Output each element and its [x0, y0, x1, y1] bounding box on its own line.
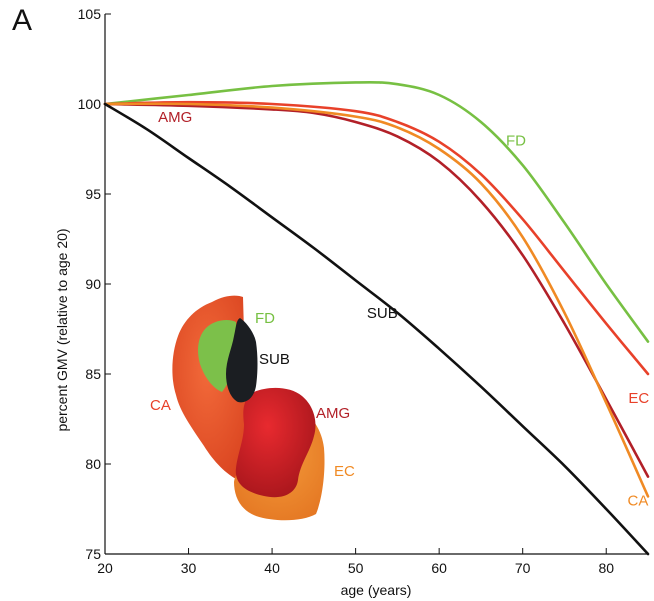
- inset-label-ec: EC: [334, 463, 355, 480]
- y-tick-label: 95: [85, 186, 101, 202]
- series-line-ec: [103, 100, 650, 376]
- inset-label-fd: FD: [255, 310, 275, 327]
- series-label-fd: FD: [506, 132, 526, 149]
- x-tick-label: 80: [598, 560, 614, 576]
- inset-sub-region: [226, 318, 258, 403]
- series-line-sub: [103, 102, 650, 556]
- x-axis-label: age (years): [341, 582, 412, 598]
- panel-label: A: [12, 4, 33, 37]
- y-tick-label: 75: [85, 546, 101, 562]
- series-line-amg: [103, 102, 650, 478]
- series-label-ca: CA: [628, 492, 649, 509]
- x-tick-label: 30: [181, 560, 197, 576]
- y-tick-label: 80: [85, 456, 101, 472]
- inset-amg-region: [235, 387, 316, 498]
- y-axis-label: percent GMV (relative to age 20): [54, 228, 70, 431]
- x-tick-label: 20: [97, 560, 113, 576]
- series-line-ca: [103, 102, 650, 498]
- x-tick-label: 40: [264, 560, 280, 576]
- x-tick-label: 50: [348, 560, 364, 576]
- axes: 75 80 85 90 95 100 105 20 30 40 50 60 70 80: [78, 6, 648, 576]
- y-tick-label: 90: [85, 276, 101, 292]
- series-label-ec: EC: [628, 390, 649, 407]
- x-tick-label: 60: [431, 560, 447, 576]
- inset-label-ca: CA: [150, 397, 171, 414]
- series-label-sub: SUB: [367, 305, 398, 322]
- inset-label-sub: SUB: [259, 351, 290, 368]
- annotation-layer: AMG FD SUB EC CA: [158, 109, 649, 509]
- y-tick-label: 105: [78, 6, 102, 22]
- hippocampus-3d-inset: FD SUB CA AMG EC: [150, 295, 355, 521]
- series-line-fd: [103, 80, 650, 343]
- inset-label-amg: AMG: [316, 405, 350, 422]
- y-tick-label: 85: [85, 366, 101, 382]
- y-tick-label: 100: [78, 96, 102, 112]
- series-label-amg: AMG: [158, 109, 192, 126]
- x-tick-label: 70: [515, 560, 531, 576]
- series-layer: [103, 80, 650, 556]
